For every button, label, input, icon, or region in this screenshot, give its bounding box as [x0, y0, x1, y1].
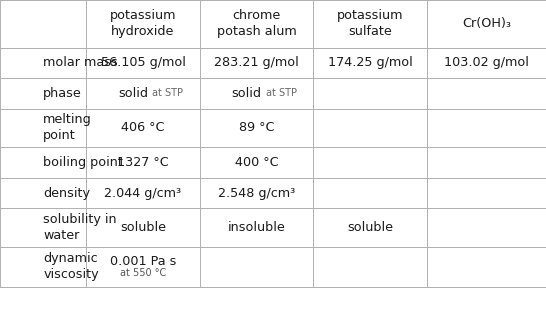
Text: melting
point: melting point [43, 113, 92, 142]
Text: 89 °C: 89 °C [239, 121, 275, 134]
Text: 406 °C: 406 °C [121, 121, 165, 134]
Text: solubility in
water: solubility in water [43, 213, 117, 242]
Text: 1327 °C: 1327 °C [117, 156, 169, 169]
Text: 283.21 g/mol: 283.21 g/mol [214, 56, 299, 69]
Text: 2.044 g/cm³: 2.044 g/cm³ [104, 187, 182, 199]
Text: chrome
potash alum: chrome potash alum [217, 9, 296, 38]
Text: 56.105 g/mol: 56.105 g/mol [100, 56, 186, 69]
Text: solid: solid [232, 87, 262, 100]
Text: 0.001 Pa s: 0.001 Pa s [110, 255, 176, 268]
Text: 103.02 g/mol: 103.02 g/mol [444, 56, 529, 69]
Text: at 550 °C: at 550 °C [120, 268, 166, 278]
Text: soluble: soluble [347, 221, 393, 234]
Text: 174.25 g/mol: 174.25 g/mol [328, 56, 413, 69]
Text: 2.548 g/cm³: 2.548 g/cm³ [218, 187, 295, 199]
Text: phase: phase [43, 87, 82, 100]
Text: at STP: at STP [152, 88, 183, 98]
Text: solid: solid [118, 87, 148, 100]
Text: potassium
hydroxide: potassium hydroxide [110, 9, 176, 38]
Text: at STP: at STP [266, 88, 296, 98]
Text: insoluble: insoluble [228, 221, 286, 234]
Text: molar mass: molar mass [43, 56, 118, 69]
Text: potassium
sulfate: potassium sulfate [337, 9, 403, 38]
Text: Cr(OH)₃: Cr(OH)₃ [462, 17, 511, 30]
Text: density: density [43, 187, 90, 199]
Text: 400 °C: 400 °C [235, 156, 278, 169]
Text: boiling point: boiling point [43, 156, 123, 169]
Text: dynamic
viscosity: dynamic viscosity [43, 253, 99, 281]
Text: soluble: soluble [120, 221, 166, 234]
